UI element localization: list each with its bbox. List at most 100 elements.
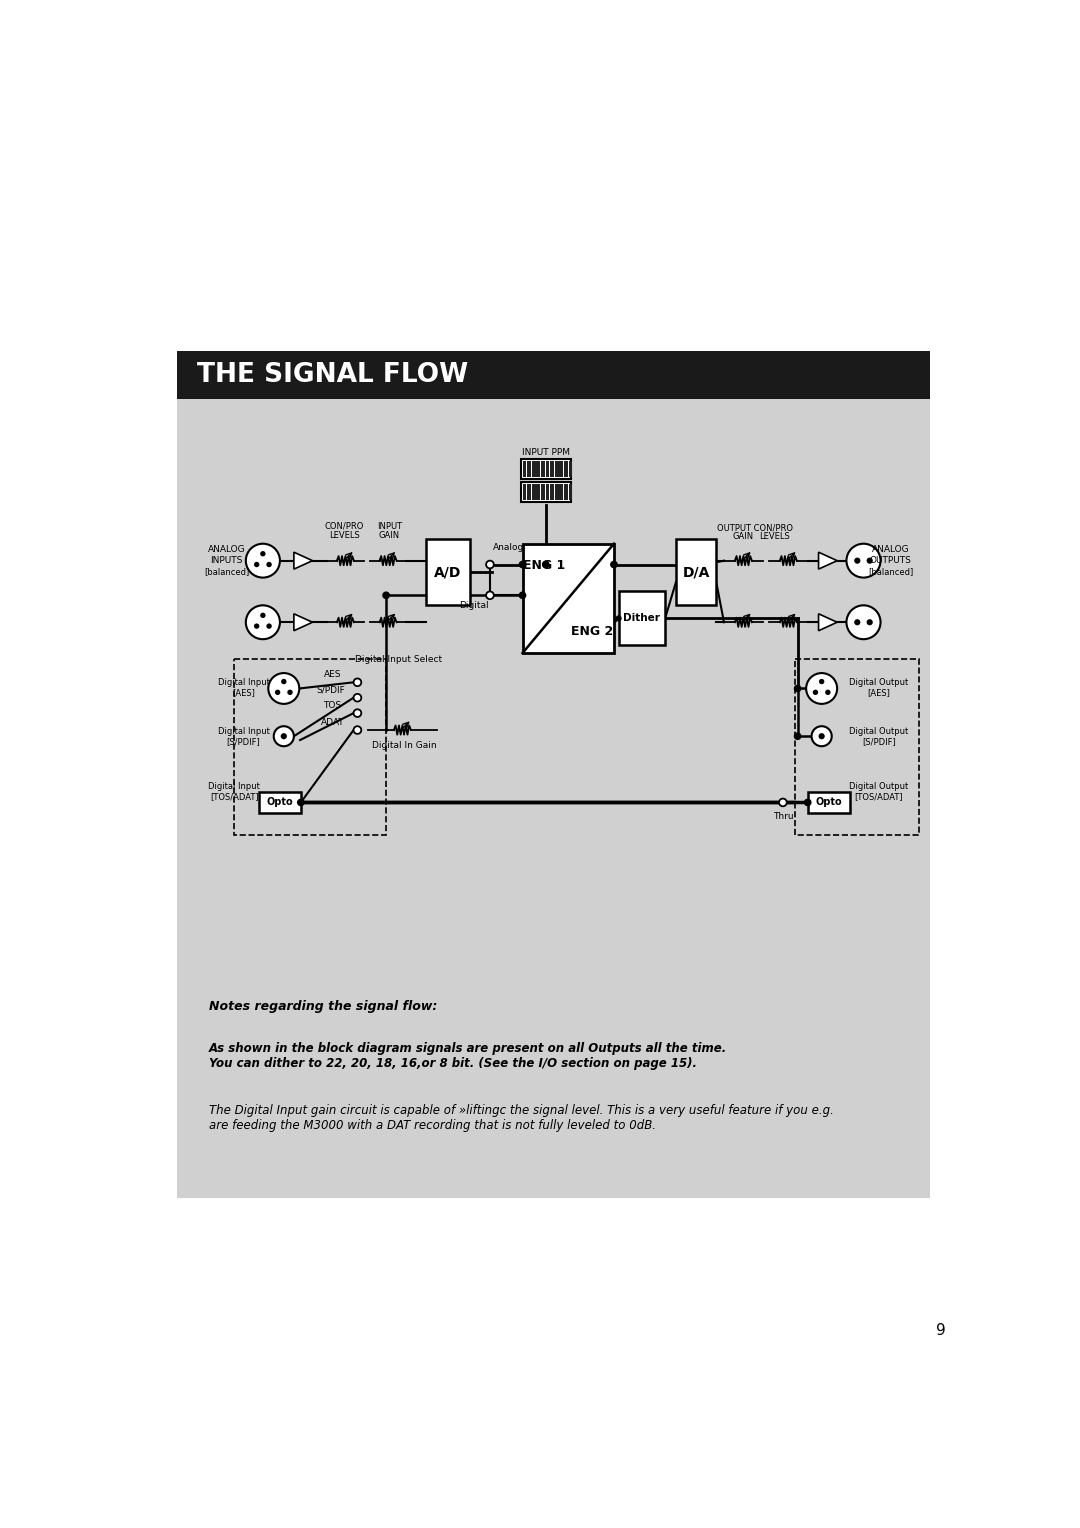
Text: AES: AES [324,671,341,678]
Circle shape [486,561,494,568]
Circle shape [353,694,362,701]
Text: D/A: D/A [683,565,710,579]
Text: LEVELS: LEVELS [329,530,360,539]
Polygon shape [819,614,837,631]
Bar [523,461,526,477]
Text: You can dither to 22, 20, 18, 16,or 8 bit. (See the I/O section on page 15).: You can dither to 22, 20, 18, 16,or 8 bi… [208,1057,697,1070]
Bar [521,458,570,480]
Circle shape [794,732,801,740]
Bar [541,461,544,477]
Circle shape [275,689,281,695]
Bar [545,484,550,500]
Text: ADAT: ADAT [321,718,345,727]
Polygon shape [819,552,837,568]
Text: As shown in the block diagram signals are present on all Outputs all the time.: As shown in the block diagram signals ar… [208,1042,727,1054]
Bar [135,183,972,351]
Circle shape [267,562,272,567]
Bar [177,351,930,399]
Bar [537,461,540,477]
Text: LEVELS: LEVELS [759,532,789,541]
Text: [AES]: [AES] [232,688,255,697]
Text: Digital Output: Digital Output [849,678,908,686]
Text: [TOS/ADAT]: [TOS/ADAT] [210,792,258,801]
Bar [559,484,564,500]
Bar [564,461,568,477]
Bar [527,461,531,477]
Bar [559,461,564,477]
Text: Digital: Digital [459,601,488,610]
Circle shape [819,678,824,685]
Text: INPUTS: INPUTS [211,556,243,565]
Text: Digital Input: Digital Input [217,727,269,736]
Text: [balanced]: [balanced] [204,567,249,576]
Text: S/PDIF: S/PDIF [316,686,345,695]
Circle shape [854,558,861,564]
Bar [619,591,665,645]
Text: [S/PDIF]: [S/PDIF] [862,736,896,746]
Text: Digital In Gain: Digital In Gain [373,741,437,750]
Polygon shape [294,614,312,631]
Circle shape [281,678,286,685]
Text: GAIN: GAIN [379,530,400,539]
Circle shape [825,689,831,695]
Circle shape [353,726,362,733]
Bar [523,544,613,652]
Circle shape [267,623,272,630]
Circle shape [542,561,550,568]
Bar [135,1198,972,1360]
Text: THE SIGNAL FLOW: THE SIGNAL FLOW [197,362,469,388]
Text: Digital Output: Digital Output [849,727,908,736]
Circle shape [819,733,825,740]
Text: Opto: Opto [267,798,294,807]
Text: [balanced]: [balanced] [868,567,914,576]
Circle shape [806,672,837,704]
Circle shape [353,678,362,686]
Text: Digital Input: Digital Input [217,678,269,686]
Circle shape [518,591,526,599]
Circle shape [268,672,299,704]
Text: Thru: Thru [772,811,793,821]
Text: Digital Input Select: Digital Input Select [355,654,442,663]
Text: [TOS/ADAT]: [TOS/ADAT] [854,792,903,801]
Circle shape [273,726,294,746]
Circle shape [779,799,786,807]
Text: ENG 1: ENG 1 [523,559,565,571]
Circle shape [813,689,819,695]
Bar [427,539,470,605]
Circle shape [254,562,259,567]
Text: The Digital Input gain circuit is capable of »liftingc the signal level. This is: The Digital Input gain circuit is capabl… [208,1103,834,1117]
Text: INPUT PPM: INPUT PPM [522,448,570,457]
Bar [555,461,558,477]
Bar [537,484,540,500]
Text: OUTPUTS: OUTPUTS [869,556,912,565]
Text: A/D: A/D [434,565,462,579]
Circle shape [866,619,873,625]
Text: ANALOG: ANALOG [872,544,909,553]
Bar [569,484,572,500]
Bar [234,659,387,834]
Bar [521,483,570,503]
Bar [808,792,850,813]
Circle shape [260,552,266,556]
Bar [555,484,558,500]
Circle shape [246,544,280,578]
Bar [523,484,526,500]
Bar [259,792,301,813]
Circle shape [616,616,622,622]
Bar [569,461,572,477]
Text: ANALOG: ANALOG [207,544,245,553]
Circle shape [287,689,293,695]
Text: Opto: Opto [815,798,842,807]
Bar [545,461,550,477]
Circle shape [353,709,362,717]
Circle shape [281,733,287,740]
Text: Digital Input: Digital Input [208,782,260,792]
Text: TOS: TOS [324,701,341,711]
Text: Analog: Analog [494,542,524,552]
Circle shape [804,799,811,807]
Circle shape [518,561,526,568]
Text: INPUT: INPUT [377,521,402,530]
Bar [550,484,554,500]
Bar [531,484,536,500]
Bar [795,659,919,834]
